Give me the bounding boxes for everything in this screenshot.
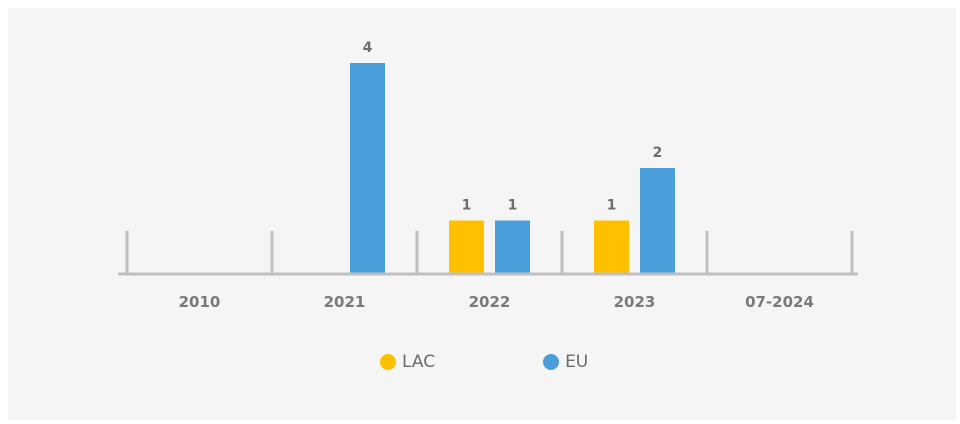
- legend-label-lac: LAC: [402, 352, 436, 372]
- bar-lac: [449, 220, 484, 273]
- x-tick-label: 07-2024: [745, 293, 814, 311]
- legend-item-eu: EU: [543, 352, 588, 372]
- x-axis: [118, 231, 858, 276]
- bar-eu: [350, 63, 385, 273]
- data-label: 4: [363, 40, 373, 56]
- x-tick-label: 2021: [324, 293, 366, 311]
- legend-item-lac: LAC: [380, 352, 435, 372]
- legend: LAC EU: [380, 350, 696, 374]
- legend-swatch-lac: [380, 354, 396, 370]
- x-tick-label: 2022: [469, 293, 511, 311]
- legend-swatch-eu: [543, 354, 560, 370]
- bars-layer: [350, 63, 675, 273]
- labels-layer: 2010 2021 4 2022 1 1 2023 1 2 07-2024: [179, 40, 814, 311]
- data-label: 2: [653, 145, 663, 161]
- data-label: 1: [607, 198, 617, 214]
- x-tick-label: 2010: [179, 293, 221, 311]
- chart-panel: [8, 8, 956, 420]
- data-label: 1: [508, 198, 518, 214]
- data-label: 1: [462, 198, 472, 214]
- bar-eu: [640, 168, 675, 273]
- bar-lac: [594, 220, 629, 273]
- bar-eu: [495, 220, 530, 273]
- x-tick-label: 2023: [614, 293, 656, 311]
- legend-label-eu: EU: [565, 352, 589, 372]
